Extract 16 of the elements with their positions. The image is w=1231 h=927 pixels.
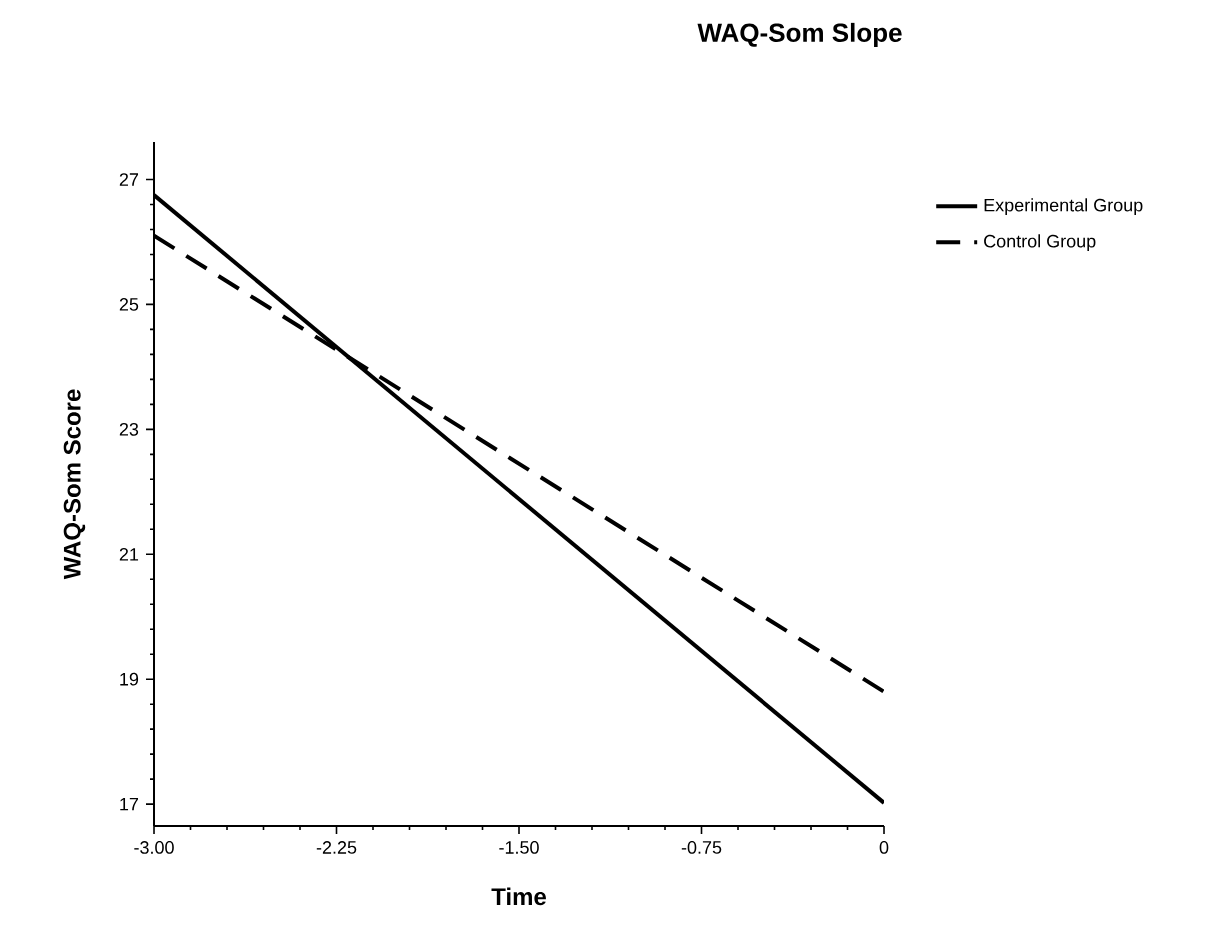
y-tick-label: 21 [119, 547, 139, 561]
x-tick-label: -1.50 [499, 841, 539, 854]
y-tick-label: 23 [119, 422, 139, 436]
chart-title: WAQ-Som Slope [697, 22, 902, 48]
x-tick-label: -0.75 [681, 841, 722, 854]
x-tick-label: 0 [879, 841, 889, 854]
x-tick-label: -2.25 [316, 841, 357, 854]
legend-label: Control Group [984, 234, 1096, 252]
x-tick-label: -3.00 [134, 841, 174, 854]
y-tick-label: 17 [120, 797, 139, 811]
y-tick-label: 25 [119, 298, 139, 311]
x-axis-title: Time [491, 887, 546, 906]
y-tick-label: 27 [119, 173, 139, 186]
legend-label: Experimental Group [984, 198, 1143, 216]
y-axis-title: WAQ-Som Score [63, 389, 86, 580]
y-tick-label: 19 [120, 672, 139, 686]
